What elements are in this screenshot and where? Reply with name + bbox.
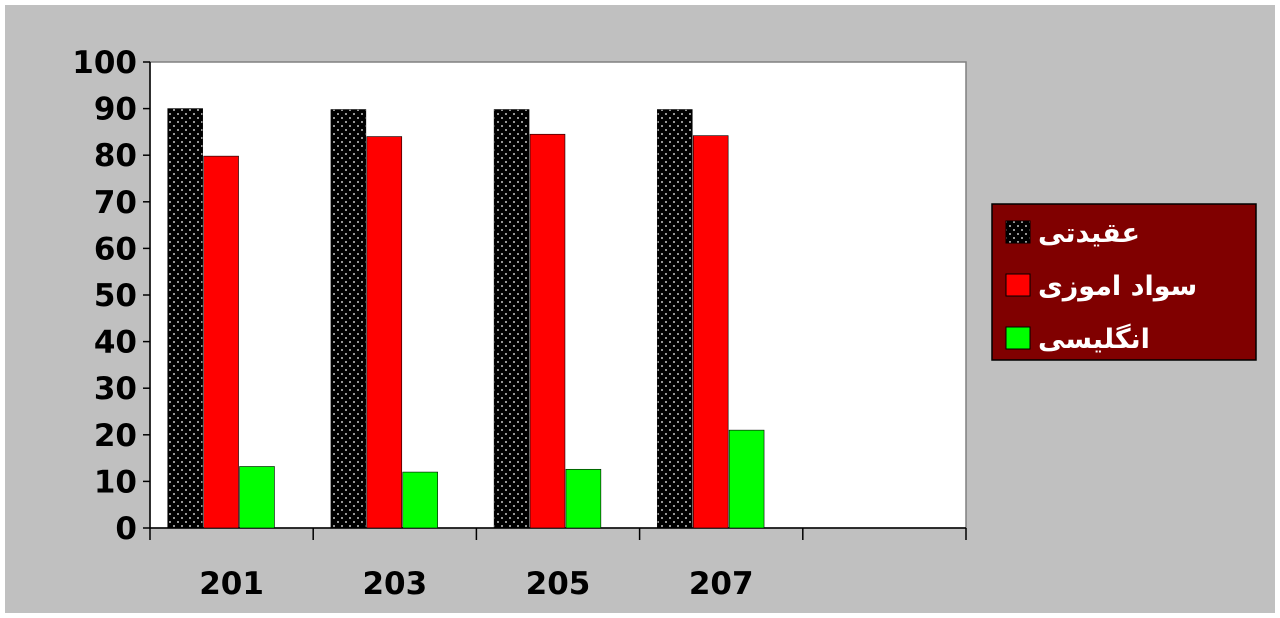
- bar-1-205: [494, 110, 529, 528]
- legend-swatch-3: [1006, 327, 1030, 349]
- bar-1-207: [657, 110, 692, 528]
- bar-2-207: [693, 136, 728, 528]
- bar-1-201: [168, 109, 203, 528]
- y-tick-label: 70: [94, 185, 137, 221]
- y-tick-label: 10: [94, 464, 137, 500]
- x-tick-label: 201: [199, 566, 264, 602]
- y-tick-label: 20: [94, 418, 137, 454]
- legend: عقیدتی سواد اموزی انگلیسی: [992, 204, 1256, 360]
- legend-swatch-1: [1006, 221, 1030, 243]
- bar-2-203: [367, 137, 402, 528]
- bar-2-201: [204, 156, 239, 528]
- bar-3-203: [403, 472, 438, 528]
- x-tick-label: 205: [526, 566, 591, 602]
- bar-3-205: [566, 469, 601, 528]
- y-tick-label: 50: [94, 278, 137, 314]
- y-tick-label: 0: [115, 511, 137, 547]
- x-tick-label: 203: [362, 566, 427, 602]
- y-tick-label: 80: [94, 138, 137, 174]
- legend-label-2: سواد اموزی: [1038, 271, 1197, 302]
- y-tick-label: 90: [94, 92, 137, 128]
- legend-label-3: انگلیسی: [1038, 323, 1150, 355]
- y-tick-label: 100: [72, 45, 137, 81]
- bar-3-201: [240, 466, 275, 528]
- y-tick-label: 60: [94, 231, 137, 267]
- x-tick-label: 207: [689, 566, 754, 602]
- bar-1-203: [331, 110, 366, 528]
- y-tick-label: 30: [94, 371, 137, 407]
- bar-3-207: [729, 430, 764, 528]
- legend-label-1: عقیدتی: [1038, 218, 1140, 249]
- bar-2-205: [530, 134, 565, 528]
- legend-swatch-2: [1006, 274, 1030, 296]
- y-tick-label: 40: [94, 325, 137, 361]
